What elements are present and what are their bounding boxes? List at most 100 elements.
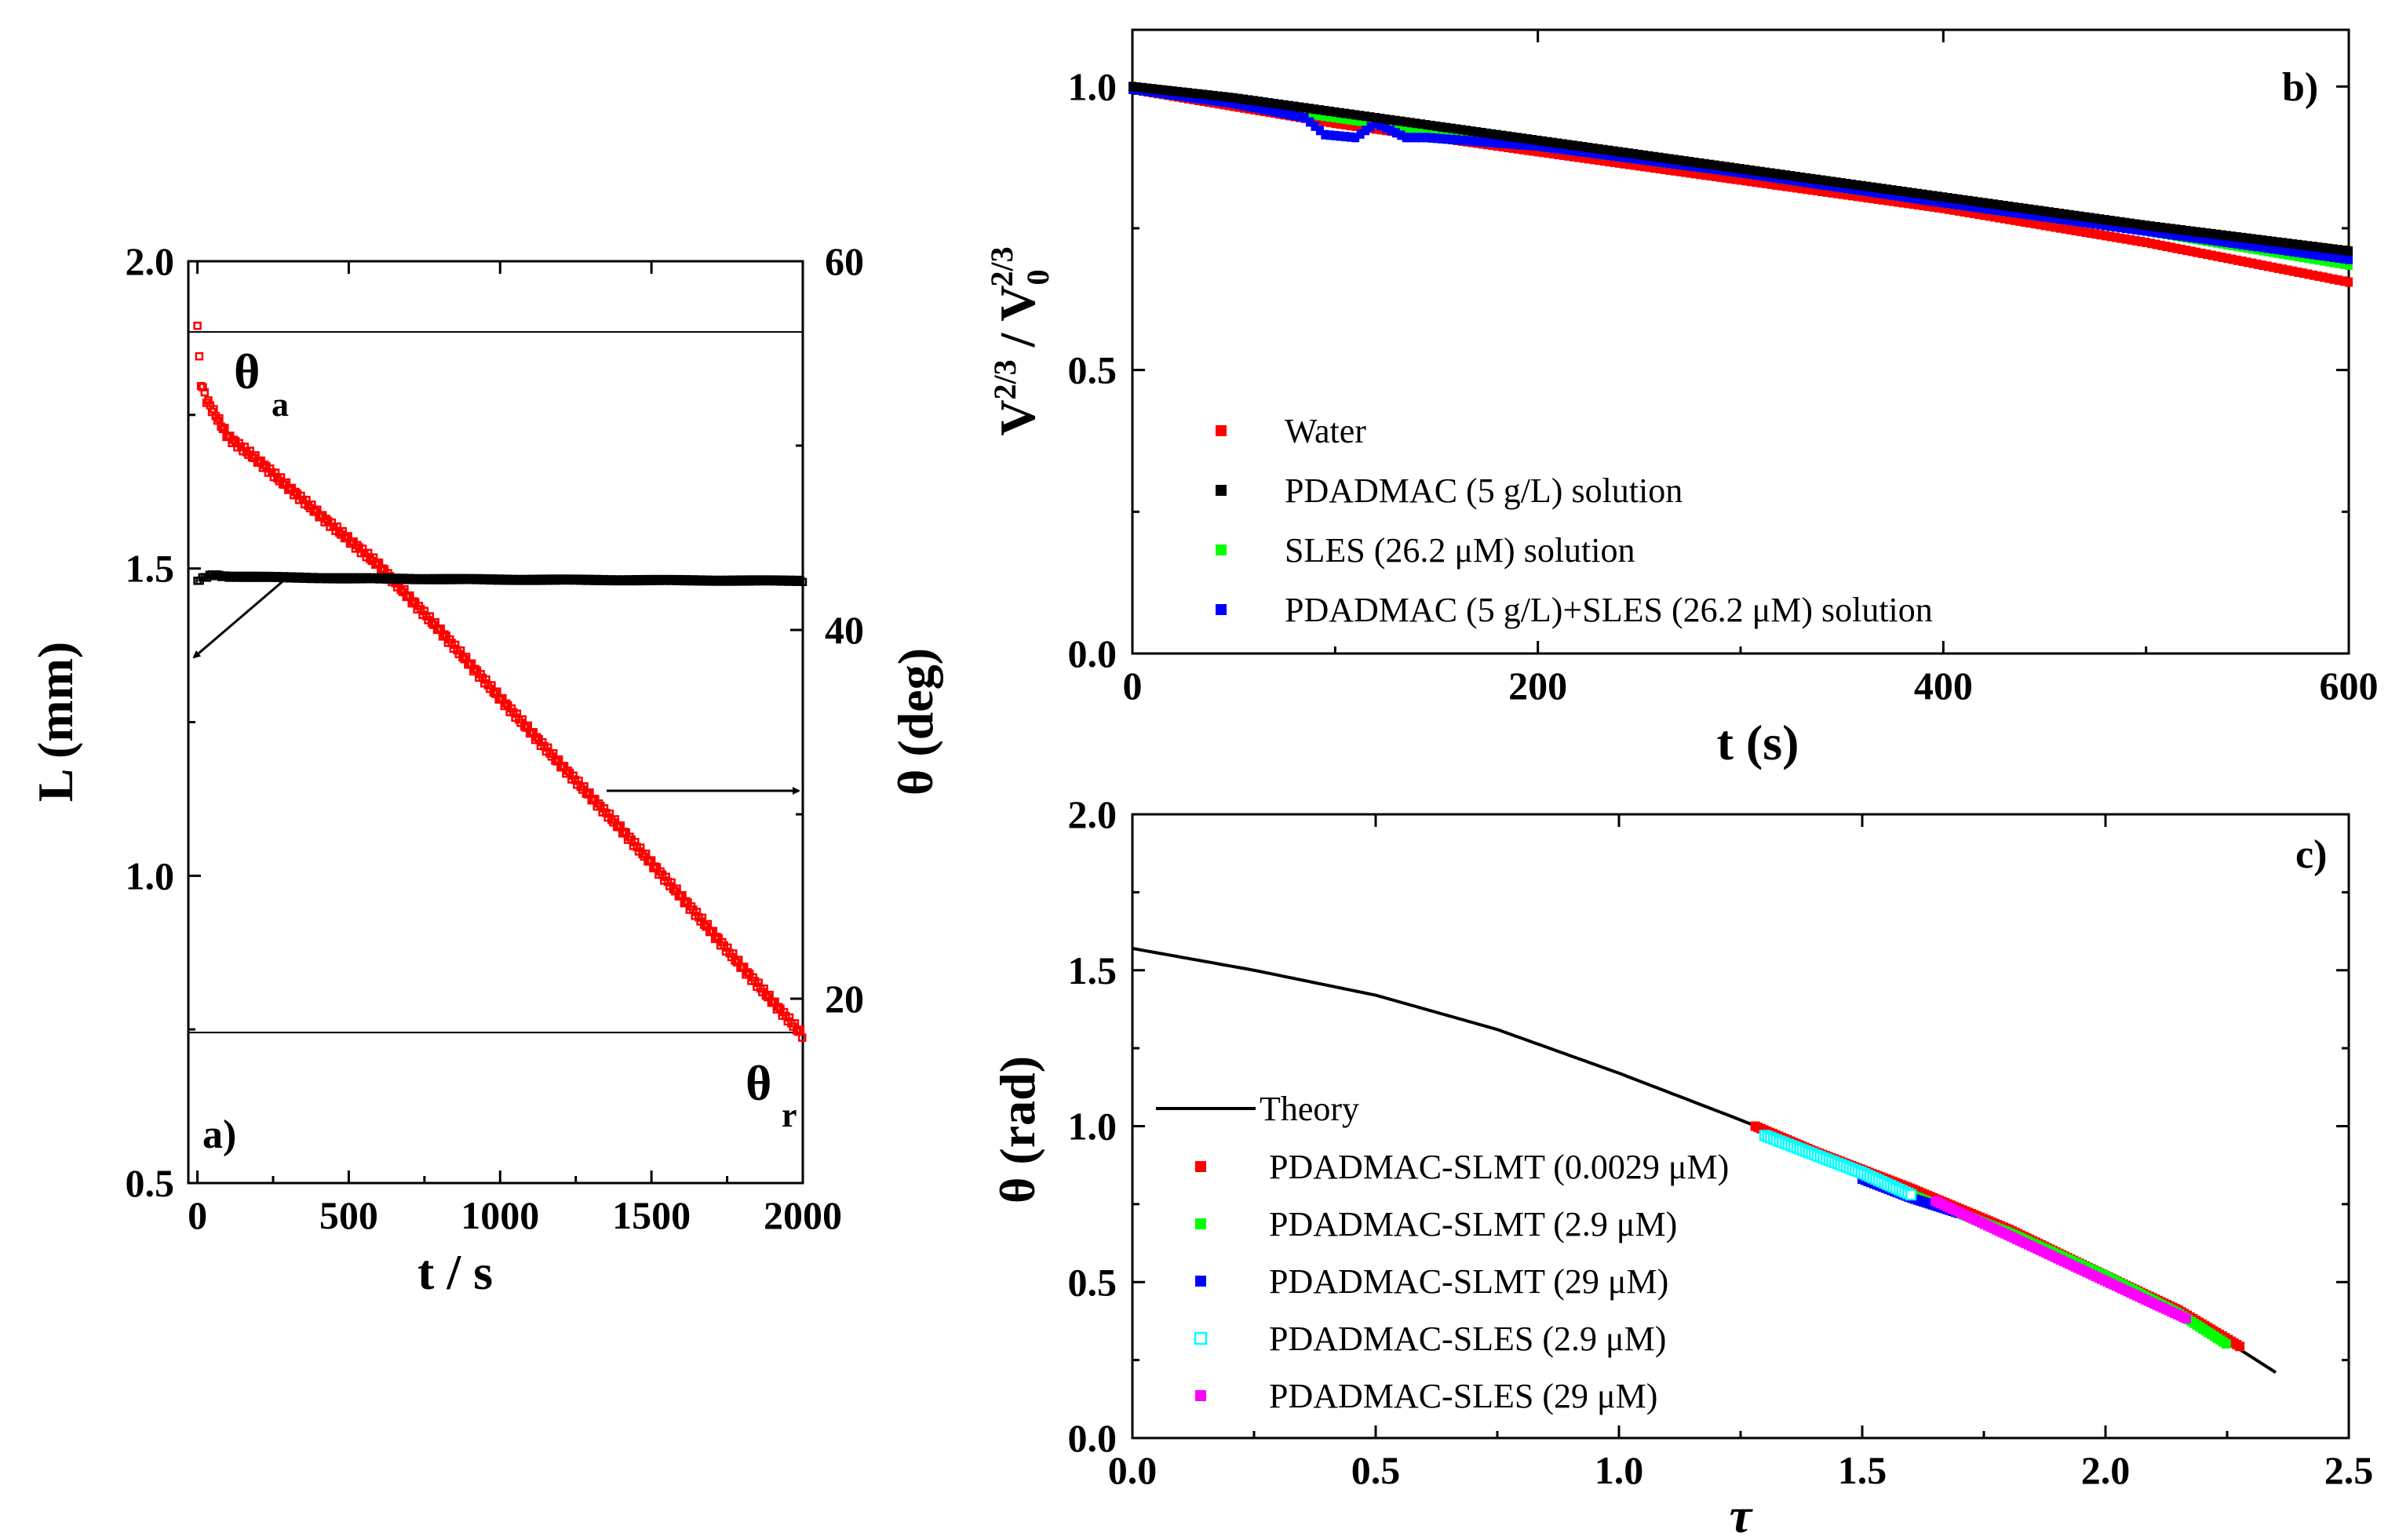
pdadmac-5-g-l-solution-point — [2051, 208, 2059, 218]
pdadmac-5-g-l-sles-26-2-m-solution-point — [2051, 213, 2059, 224]
pdadmac-5-g-l-solution-point — [2284, 238, 2292, 249]
pdadmac-5-g-l-sles-26-2-m-solution-point — [1878, 188, 1887, 198]
pdadmac-5-g-l-sles-26-2-m-solution-point — [1529, 140, 1537, 151]
x-tick-label: 0.0 — [1108, 1448, 1158, 1492]
water-point — [1873, 194, 1882, 204]
pdadmac-5-g-l-solution-point — [1929, 191, 1938, 201]
sles-26-2-m-solution-point — [1427, 126, 1436, 137]
pdadmac-5-g-l-sles-26-2-m-solution-point — [2193, 233, 2201, 243]
water-point — [2167, 242, 2175, 253]
pdadmac-5-g-l-sles-26-2-m-solution-point — [1848, 184, 1857, 195]
pdadmac-5-g-l-solution-point — [2091, 213, 2100, 224]
water-point — [1756, 178, 1765, 188]
pdadmac-5-g-l-sles-26-2-m-solution-point — [2106, 221, 2115, 231]
water-point — [1680, 167, 1689, 177]
pdadmac-5-g-l-sles-26-2-m-solution-point — [1909, 193, 1917, 203]
water-point — [1883, 195, 1892, 206]
pdadmac-5-g-l-solution-point — [2218, 230, 2226, 240]
water-point — [2065, 224, 2074, 235]
y-tick-label: 1.5 — [1068, 948, 1117, 992]
pdadmac-5-g-l-sles-26-2-m-solution-point — [2102, 220, 2109, 231]
y-tick-label: 0.5 — [1068, 348, 1117, 392]
pdadmac-5-g-l-sles-26-2-m-solution-point — [1624, 153, 1633, 163]
x-axis-label: t / s — [417, 1244, 493, 1300]
pdadmac-5-g-l-solution-point — [1898, 186, 1907, 196]
water-point — [1812, 186, 1821, 196]
pdadmac-5-g-l-solution-point — [1230, 93, 1238, 103]
pdadmac-5-g-l-sles-26-2-m-solution-point — [1574, 146, 1583, 156]
pdadmac-5-g-l-solution-point — [1427, 120, 1436, 130]
water-point — [2061, 224, 2069, 234]
pdadmac-5-g-l-solution-point — [1863, 181, 1872, 191]
water-point — [2081, 228, 2090, 238]
water-point — [2005, 214, 2014, 224]
theta-point — [662, 872, 670, 881]
pdadmac-5-g-l-sles-26-2-m-solution-point — [2030, 210, 2039, 220]
pdadmac-5-g-l-solution-point — [1498, 130, 1507, 140]
water-point — [2172, 243, 2181, 253]
water-point — [1706, 171, 1715, 181]
pdadmac-5-g-l-solution-point — [1665, 154, 1674, 164]
pdadmac-5-g-l-sles-26-2-m-solution-point — [1554, 144, 1562, 154]
water-point — [1599, 156, 1608, 166]
pdadmac-5-g-l-solution-point — [1519, 133, 1527, 144]
water-point — [2182, 246, 2191, 256]
water-point — [2106, 231, 2115, 242]
x-tick-label: 0.5 — [1351, 1448, 1401, 1492]
pdadmac-5-g-l-sles-26-2-m-solution-point — [1230, 98, 1238, 108]
pdadmac-5-g-l-solution-point — [1843, 179, 1851, 189]
theta-point — [471, 664, 479, 674]
water-point — [1974, 209, 1983, 220]
theta-point — [703, 919, 713, 929]
pdadmac-5-g-l-sles-26-2-m-solution-point — [2157, 228, 2166, 238]
pdadmac-5-g-l-sles-26-2-m-solution-point — [2243, 240, 2251, 250]
pdadmac-5-g-l-sles-26-2-m-solution-point — [1934, 197, 1942, 207]
pdadmac-5-g-l-solution-point — [1787, 171, 1796, 181]
pdadmac-5-g-l-sles-26-2-m-solution-point — [1828, 181, 1836, 191]
water-point — [1797, 184, 1806, 194]
x-tick-label: 1.5 — [1838, 1448, 1887, 1492]
pdadmac-5-g-l-solution-point — [1407, 118, 1416, 128]
pdadmac-5-g-l-solution-point — [1158, 85, 1167, 95]
water-point — [1904, 198, 1912, 209]
theta-point — [743, 968, 753, 977]
water-point — [2309, 270, 2317, 280]
water-point — [2152, 239, 2160, 249]
pdadmac-5-g-l-solution-point — [1832, 177, 1841, 187]
sles-26-2-m-solution-point — [1442, 128, 1451, 138]
pdadmac-5-g-l-sles-26-2-m-solution-point — [2314, 250, 2323, 260]
pdadmac-5-g-l-sles-26-2-m-solution-point — [1346, 132, 1354, 142]
pdadmac-5-g-l-solution-point — [1559, 139, 1567, 149]
pdadmac-5-g-l-solution-point — [1919, 189, 1927, 199]
pdadmac-5-g-l-sles-26-2-m-solution-point — [2116, 223, 2125, 233]
pdadmac-5-g-l-solution-point — [1554, 138, 1562, 148]
pdadmac-5-g-l-solution-point — [2096, 214, 2105, 224]
water-point — [1777, 180, 1785, 191]
sles-26-2-m-solution-point — [2335, 258, 2343, 268]
pdadmac-5-g-l-sles-26-2-m-solution-point — [1285, 110, 1294, 120]
pdadmac-5-g-l-solution-point — [1463, 126, 1471, 136]
water-point — [1989, 212, 1998, 222]
pdadmac-5-g-l-solution-point — [2324, 243, 2333, 253]
pdadmac-5-g-l-solution-point — [1143, 83, 1152, 93]
sles-26-2-m-solution-point — [1336, 113, 1344, 123]
sles-26-2-m-solution-point — [1422, 126, 1431, 136]
pdadmac-5-g-l-sles-26-2-m-solution-point — [2040, 212, 2049, 222]
pdadmac-5-g-l-sles-26-2-m-solution-point — [2228, 238, 2237, 248]
pdadmac-5-g-l-solution-point — [1822, 176, 1831, 186]
theta-point — [193, 322, 202, 330]
water-point — [1766, 179, 1775, 189]
pdadmac-5-g-l-sles-26-2-m-solution-point — [2284, 246, 2292, 256]
water-point — [1726, 173, 1735, 184]
theta-point — [218, 424, 228, 434]
water-point — [1529, 146, 1537, 156]
water-point — [1863, 193, 1872, 203]
pdadmac-5-g-l-solution-point — [2304, 241, 2313, 251]
sles-26-2-m-solution-point — [2345, 260, 2353, 270]
pdadmac-5-g-l-sles-26-2-m-solution-point — [1595, 149, 1603, 159]
pdadmac-5-g-l-solution-point — [1970, 196, 1978, 206]
pdadmac-5-g-l-solution-point — [2121, 217, 2130, 228]
y-axis-label: V2/3 / V02/3 — [984, 246, 1055, 435]
pdadmac-5-g-l-solution-point — [1453, 124, 1461, 134]
legend-marker — [1195, 1390, 1206, 1401]
